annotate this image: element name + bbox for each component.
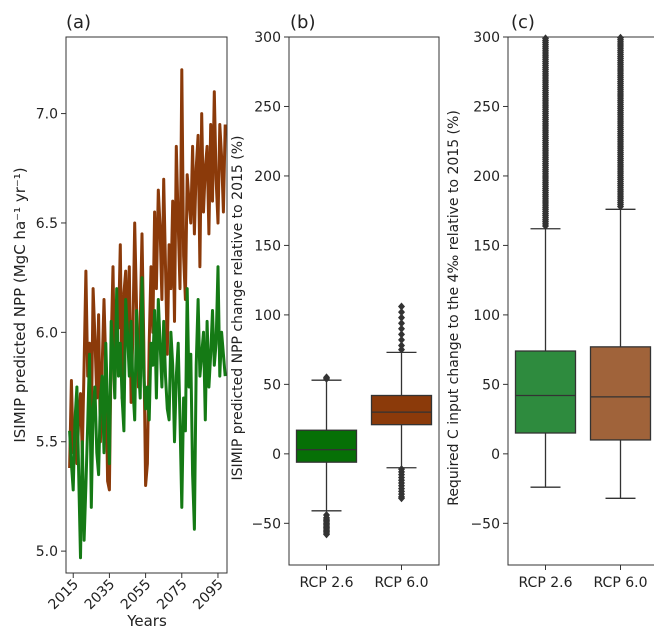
y-tick-label: 0 bbox=[491, 447, 500, 463]
box-iqr bbox=[589, 346, 652, 441]
y-tick-label: 100 bbox=[473, 308, 500, 324]
plot-frame-a bbox=[65, 36, 228, 574]
y-tick-label: 150 bbox=[254, 238, 281, 254]
y-tick-label: 300 bbox=[473, 30, 500, 46]
y-tick-label: 5.0 bbox=[36, 544, 58, 560]
y-tick-label: 50 bbox=[263, 377, 281, 393]
outlier-point bbox=[398, 345, 405, 354]
box-layer-c bbox=[514, 33, 652, 499]
box-iqr bbox=[370, 394, 433, 426]
box-1 bbox=[295, 373, 358, 539]
panel-label-b: (b) bbox=[290, 12, 315, 33]
y-tick-label: 150 bbox=[473, 238, 500, 254]
category-label: RCP 6.0 bbox=[375, 575, 429, 591]
y-axis-ticks-c: −50 0 50 100 150 200 250 300 bbox=[470, 30, 508, 532]
panel-label-a: (a) bbox=[66, 12, 91, 33]
y-tick-label: 7.0 bbox=[36, 107, 58, 123]
box-1 bbox=[514, 34, 577, 488]
box-iqr bbox=[514, 350, 577, 434]
category-label: RCP 2.6 bbox=[300, 575, 354, 591]
x-axis-label-a: Years bbox=[126, 612, 167, 629]
y-axis-label-c: Required C input change to the 4‰ relati… bbox=[446, 110, 462, 506]
outlier-point bbox=[617, 33, 624, 42]
panel-b: (b) −50 0 50 100 150 200 250 300 RCP 2.6 RCP 6.0… bbox=[230, 12, 440, 591]
y-tick-label: −50 bbox=[251, 516, 281, 532]
y-axis-ticks-a: 5.0 5.5 6.0 6.5 7.0 bbox=[36, 107, 66, 560]
x-axis-ticks-c: RCP 2.6 RCP 6.0 bbox=[519, 565, 648, 591]
outlier-point bbox=[398, 313, 405, 322]
panel-c: (c) −50 0 50 100 150 200 250 300 RCP 2.6 RCP 6.0… bbox=[446, 12, 654, 591]
outlier-point bbox=[398, 302, 405, 311]
y-tick-label: 5.5 bbox=[36, 435, 58, 451]
y-tick-label: 200 bbox=[254, 169, 281, 185]
y-tick-label: −50 bbox=[470, 516, 500, 532]
y-tick-label: 100 bbox=[254, 308, 281, 324]
box-2 bbox=[589, 33, 652, 499]
outlier-point bbox=[542, 34, 549, 43]
x-axis-ticks-a: 2015 2035 2055 2075 2095 bbox=[46, 573, 227, 613]
box-iqr bbox=[295, 429, 358, 463]
series-line-rcp26 bbox=[68, 265, 227, 560]
y-tick-label: 200 bbox=[473, 169, 500, 185]
series-line-rcp60 bbox=[68, 68, 227, 492]
plot-frame-b bbox=[288, 36, 440, 566]
y-tick-label: 250 bbox=[254, 99, 281, 115]
panel-label-c: (c) bbox=[511, 12, 535, 33]
outlier-point bbox=[323, 530, 330, 539]
y-tick-label: 250 bbox=[473, 99, 500, 115]
y-tick-label: 300 bbox=[254, 30, 281, 46]
outlier-point bbox=[323, 373, 330, 382]
outlier-point bbox=[398, 341, 405, 350]
outlier-point bbox=[398, 494, 405, 503]
x-tick-label: 2035 bbox=[82, 577, 119, 614]
category-label: RCP 2.6 bbox=[519, 575, 573, 591]
box-2 bbox=[370, 302, 433, 503]
outlier-point bbox=[398, 308, 405, 317]
x-tick-label: 2075 bbox=[154, 577, 191, 614]
box-layer-b bbox=[295, 302, 433, 539]
outlier-point bbox=[398, 324, 405, 333]
outlier-point bbox=[398, 330, 405, 339]
x-tick-label: 2095 bbox=[190, 577, 227, 614]
y-axis-label-b: ISIMIP predicted NPP change relative to … bbox=[230, 136, 246, 481]
x-tick-label: 2055 bbox=[118, 577, 155, 614]
y-tick-label: 0 bbox=[272, 447, 281, 463]
y-axis-label-a: ISIMIP predicted NPP (MgC ha⁻¹ yr⁻¹) bbox=[11, 167, 29, 442]
plot-frame-c bbox=[507, 36, 654, 566]
y-tick-label: 6.0 bbox=[36, 325, 58, 341]
outlier-point bbox=[398, 335, 405, 344]
x-tick-label: 2015 bbox=[46, 577, 83, 614]
x-axis-ticks-b: RCP 2.6 RCP 6.0 bbox=[300, 565, 429, 591]
y-axis-ticks-b: −50 0 50 100 150 200 250 300 bbox=[251, 30, 289, 532]
y-tick-label: 50 bbox=[482, 377, 500, 393]
category-label: RCP 6.0 bbox=[594, 575, 648, 591]
series-layer-a bbox=[68, 68, 227, 560]
y-tick-label: 6.5 bbox=[36, 216, 58, 232]
panel-a: (a) 5.0 5.5 6.0 6.5 7.0 2015 2035 2055 2075 2095… bbox=[11, 12, 228, 629]
outlier-point bbox=[398, 319, 405, 328]
